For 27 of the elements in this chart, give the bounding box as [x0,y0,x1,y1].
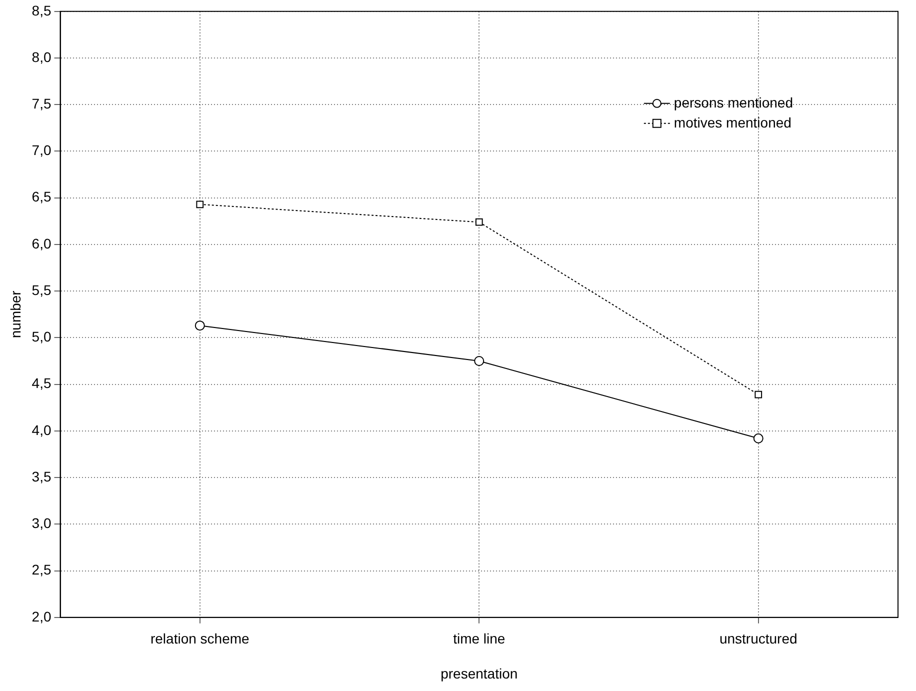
x-tick-label: unstructured [719,630,798,647]
point [753,433,764,444]
y-tick-label: 5,5 [32,282,52,298]
y-tick-label: 5,0 [32,328,52,345]
x-tick-label: relation scheme [150,630,250,647]
y-tick-label: 2,5 [32,562,52,578]
legend-label: motives mentioned [674,114,792,130]
y-tick-label: 8,0 [32,48,52,65]
y-tick-label: 8,5 [32,2,52,18]
legend-label: persons mentioned [674,94,794,110]
y-tick-label: 4,0 [32,422,52,438]
x-tick-label: time line [453,630,506,647]
point [754,390,762,398]
y-tick-label: 2,0 [32,608,52,624]
y-tick-label: 7,5 [32,95,52,112]
y-axis-title: number [7,290,24,338]
point [194,320,205,331]
y-tick-label: 7,0 [32,142,52,158]
y-tick-label: 3,0 [32,515,52,532]
point [474,356,484,366]
point [475,218,483,226]
y-tick-label: 6,5 [32,188,52,205]
x-axis-title: presentation [440,665,518,682]
y-tick-label: 3,5 [32,468,52,484]
y-tick-label: 6,0 [32,235,52,252]
y-tick-label: 4,5 [32,375,52,392]
point [196,200,204,208]
